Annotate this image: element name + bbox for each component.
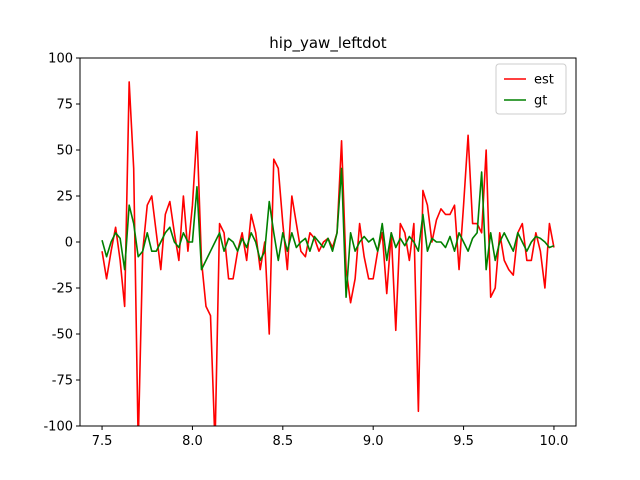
y-tick-label: -25 (52, 282, 73, 297)
y-tick-label: 50 (56, 144, 73, 159)
x-tick-label: 8.5 (272, 434, 293, 449)
x-tick-label: 9.5 (453, 434, 474, 449)
y-tick-label: 75 (56, 98, 73, 113)
x-tick-label: 9.0 (363, 434, 384, 449)
y-tick-label: 25 (56, 190, 73, 205)
y-tick-label: 0 (65, 236, 73, 251)
axes-frame (79, 57, 577, 427)
legend-box (495, 63, 567, 115)
plot-area (101, 81, 555, 426)
legend-label: est (534, 73, 554, 88)
x-tick-label: 7.5 (92, 434, 113, 449)
y-tick-label: 100 (48, 52, 73, 67)
series-line (101, 167, 555, 298)
y-tick-label: -100 (43, 420, 73, 435)
chart-title: hip_yaw_leftdot (269, 34, 387, 53)
legend-label: gt (534, 94, 547, 109)
x-tick-label: 8.0 (182, 434, 203, 449)
y-tick-label: -75 (52, 374, 73, 389)
x-tick-label: 10.0 (539, 434, 568, 449)
y-tick-label: -50 (52, 328, 73, 343)
